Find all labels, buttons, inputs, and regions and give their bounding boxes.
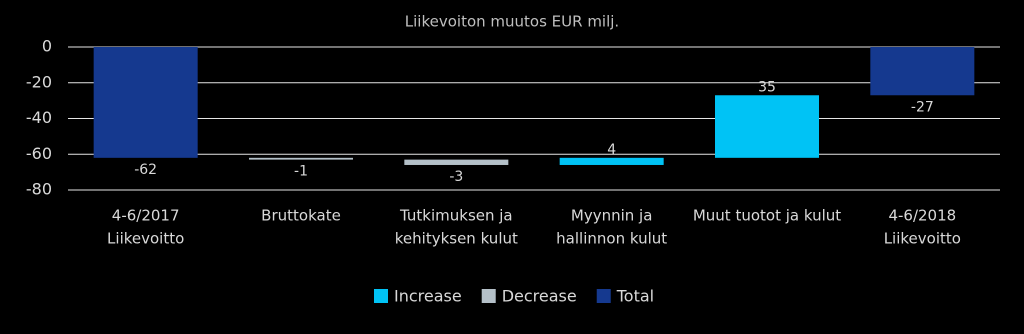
- x-tick-label: 4-6/2018: [888, 207, 956, 225]
- legend-swatch: [481, 289, 496, 303]
- y-tick-label: -20: [26, 72, 52, 91]
- data-label: -3: [449, 169, 463, 185]
- bar: [404, 159, 509, 165]
- bar: [559, 157, 664, 165]
- x-tick-label: Tutkimuksen ja: [399, 207, 513, 225]
- x-tick-label: Bruttokate: [261, 207, 341, 225]
- y-tick-label: -60: [26, 144, 52, 163]
- legend-label: Decrease: [502, 287, 577, 306]
- bar: [870, 47, 975, 96]
- x-tick-label: Liikevoitto: [107, 230, 184, 248]
- x-tick-label: Muut tuotot ja kulut: [693, 207, 841, 225]
- legend-label: Total: [616, 287, 654, 306]
- y-tick-label: -80: [26, 180, 52, 199]
- x-tick-label: hallinnon kulut: [556, 230, 667, 248]
- y-tick-label: -40: [26, 108, 52, 127]
- bar: [249, 157, 353, 160]
- bar: [93, 47, 198, 158]
- legend-swatch: [596, 289, 611, 303]
- data-label: -1: [294, 164, 308, 180]
- x-tick-label: 4-6/2017: [112, 207, 180, 225]
- x-tick-label: Liikevoitto: [884, 230, 961, 248]
- x-tick-label: Myynnin ja: [571, 207, 653, 225]
- data-label: -27: [911, 99, 934, 115]
- data-label: 35: [758, 79, 776, 95]
- legend-label: Increase: [394, 287, 462, 306]
- chart-title: Liikevoiton muutos EUR milj.: [405, 13, 619, 31]
- bar: [715, 95, 819, 158]
- data-label: -62: [134, 162, 157, 178]
- x-tick-label: kehityksen kulut: [395, 230, 518, 248]
- legend-swatch: [374, 289, 388, 303]
- y-tick-label: 0: [42, 37, 52, 56]
- data-label: 4: [607, 142, 616, 158]
